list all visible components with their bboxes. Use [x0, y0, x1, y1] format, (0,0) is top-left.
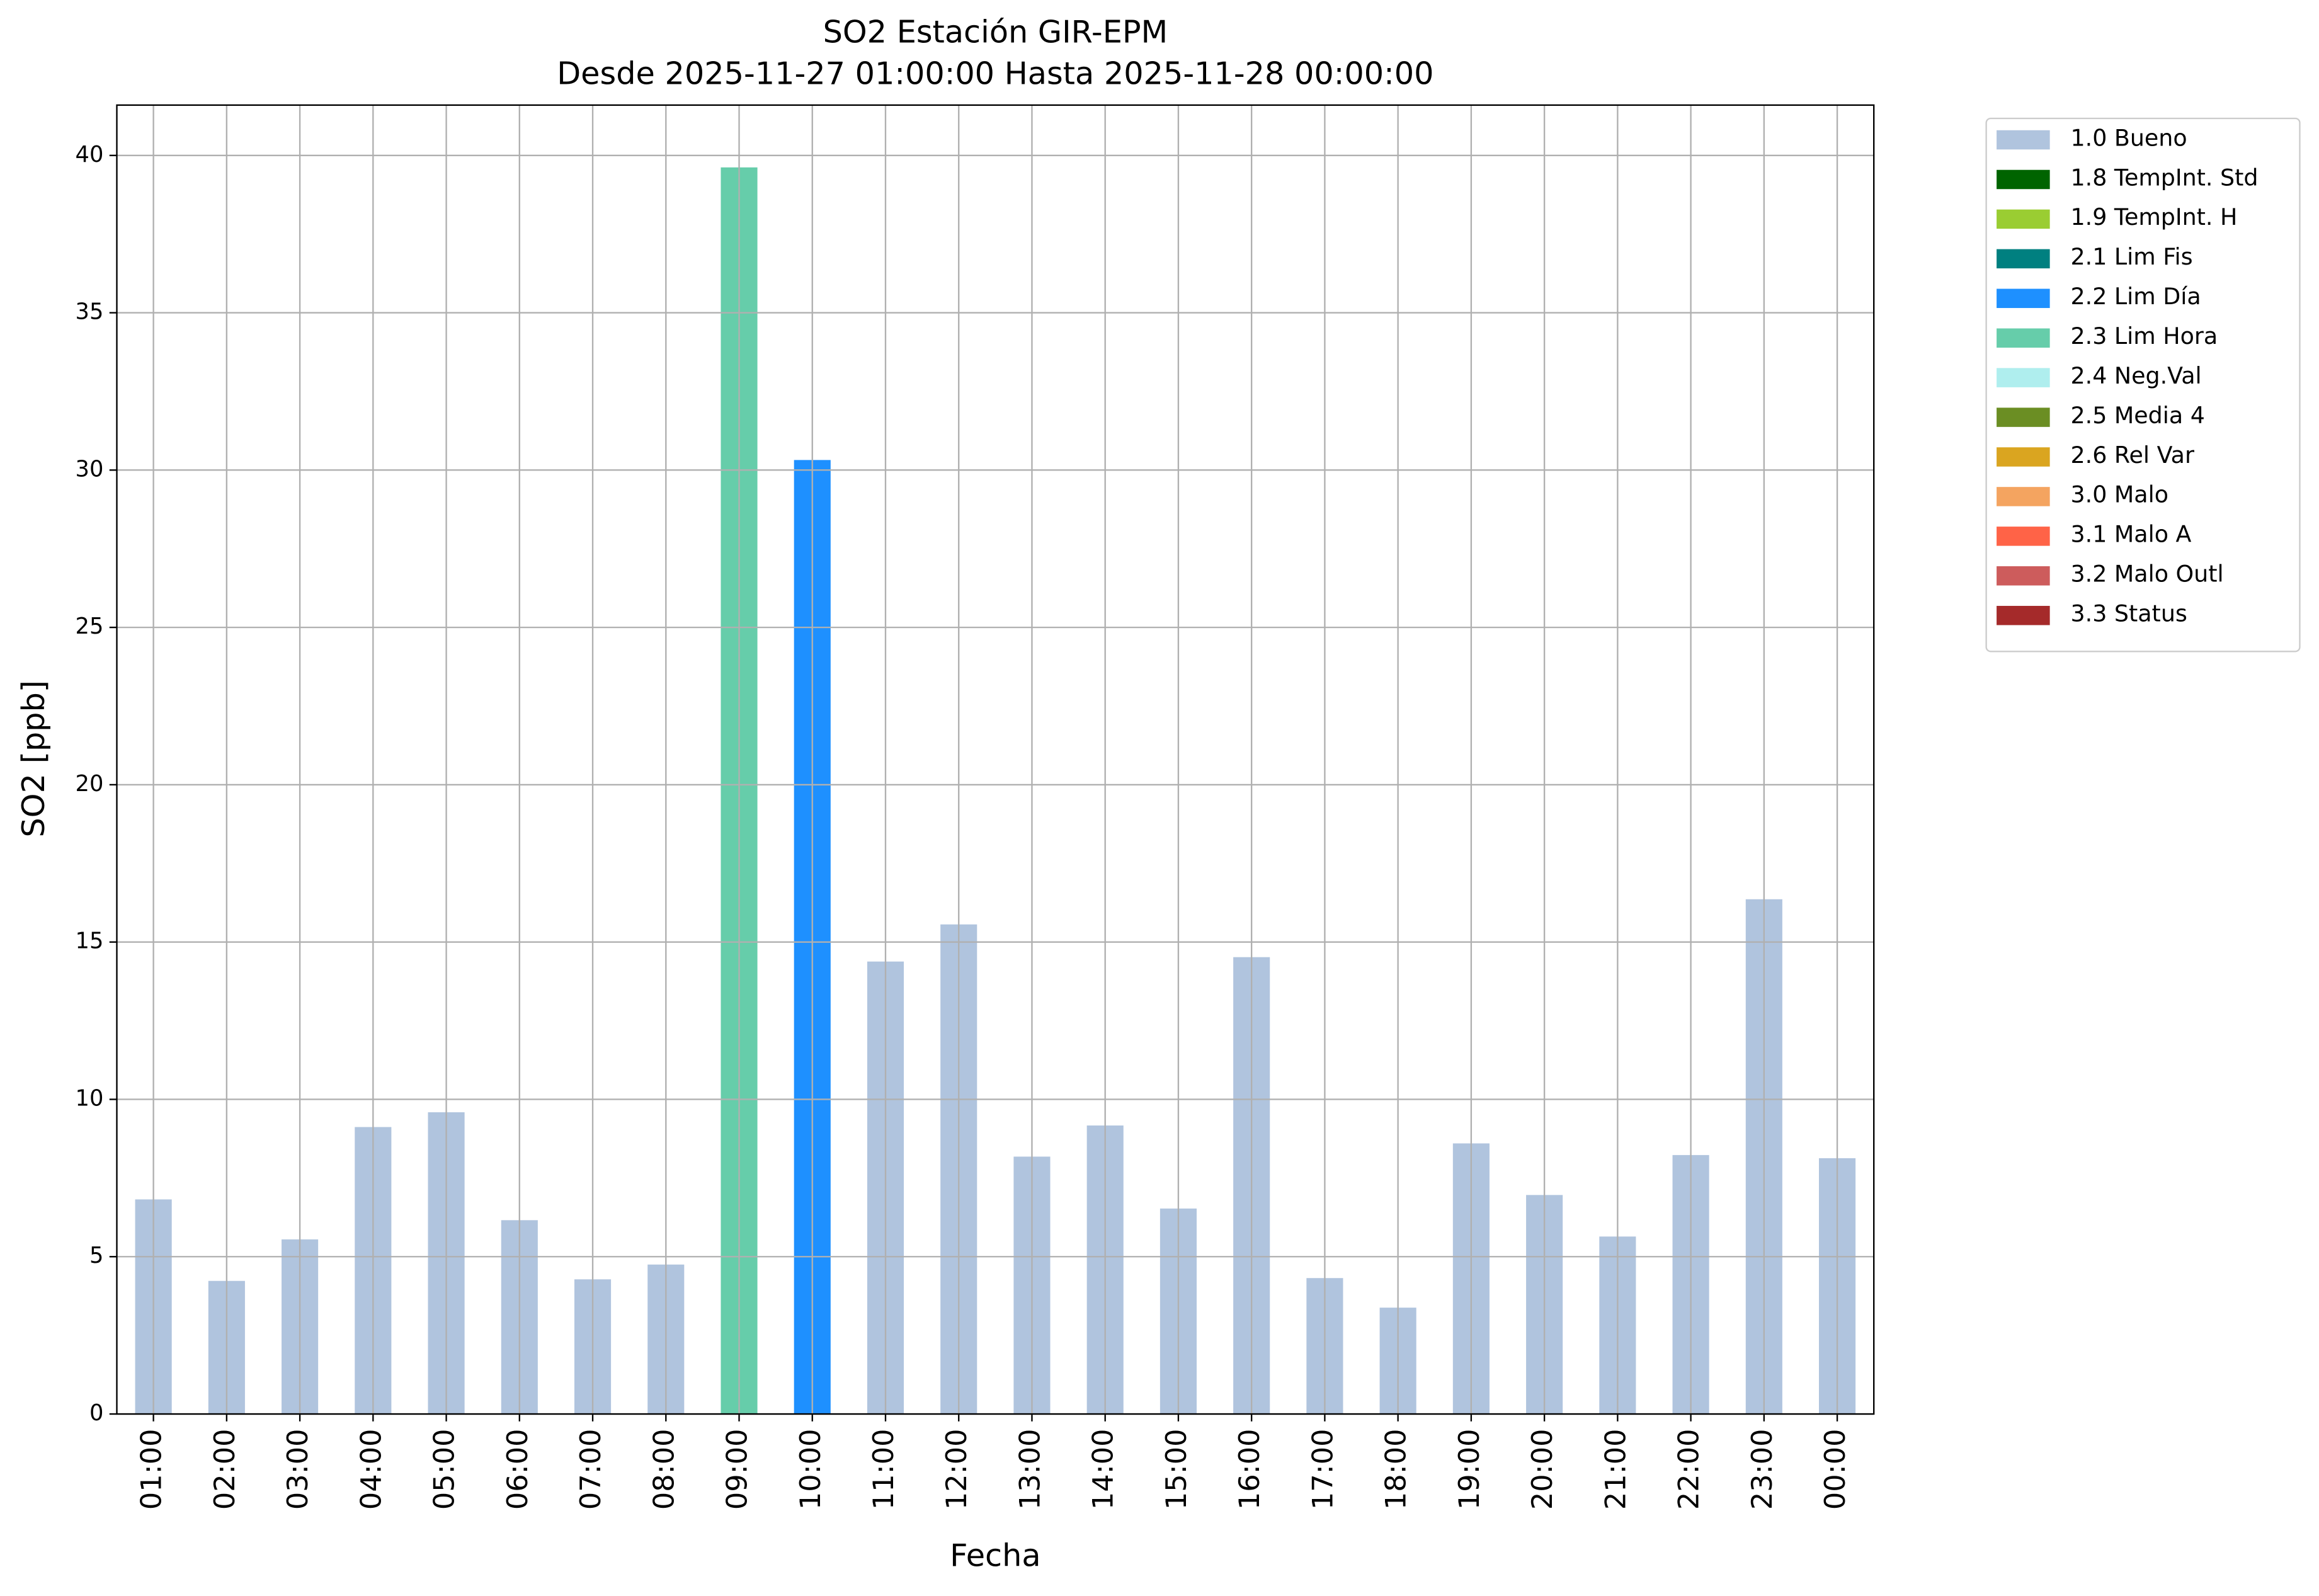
y-tick-label: 20 — [76, 771, 104, 797]
chart-title: SO2 Estación GIR-EPM — [823, 14, 1168, 50]
y-tick-label: 15 — [76, 928, 104, 954]
x-tick-label: 04:00 — [355, 1429, 387, 1510]
x-tick-label: 13:00 — [1013, 1429, 1046, 1510]
legend-label: 3.2 Malo Outl — [2071, 561, 2224, 588]
y-tick-label: 0 — [89, 1400, 103, 1426]
x-tick-label: 07:00 — [574, 1429, 607, 1510]
x-tick-label: 16:00 — [1233, 1429, 1266, 1510]
x-tick-label: 18:00 — [1380, 1429, 1413, 1510]
x-tick-label: 23:00 — [1746, 1429, 1779, 1510]
plot-frame — [116, 104, 1875, 1415]
x-tick-label: 10:00 — [794, 1429, 827, 1510]
x-tick-label: 06:00 — [501, 1429, 534, 1510]
y-tick-label: 10 — [76, 1085, 104, 1111]
legend-label: 1.0 Bueno — [2071, 124, 2187, 151]
x-tick-label: 11:00 — [867, 1429, 900, 1510]
y-tick-label: 40 — [76, 142, 104, 168]
chart-subtitle: Desde 2025-11-27 01:00:00 Hasta 2025-11-… — [557, 55, 1433, 91]
y-tick-label: 30 — [76, 456, 104, 482]
legend-swatch — [1997, 368, 2050, 387]
y-tick-label: 5 — [89, 1243, 103, 1268]
legend-swatch — [1997, 408, 2050, 427]
legend-label: 3.0 Malo — [2071, 481, 2168, 508]
legend-swatch — [1997, 249, 2050, 269]
legend-swatch — [1997, 288, 2050, 309]
legend-swatch — [1997, 605, 2050, 625]
legend-swatch — [1997, 487, 2050, 506]
x-tick-label: 00:00 — [1819, 1429, 1852, 1510]
legend-swatch — [1997, 328, 2050, 348]
x-tick-label: 14:00 — [1087, 1429, 1120, 1510]
y-tick-label: 25 — [76, 613, 104, 639]
legend-label: 1.9 TempInt. H — [2071, 203, 2238, 231]
legend-label: 1.8 TempInt. Std — [2071, 164, 2259, 191]
x-tick-label: 03:00 — [282, 1429, 314, 1510]
x-tick-label: 21:00 — [1599, 1429, 1632, 1510]
legend-swatch — [1997, 566, 2050, 586]
legend-label: 2.4 Neg.Val — [2071, 362, 2202, 389]
legend-swatch — [1997, 130, 2050, 150]
x-tick-label: 15:00 — [1160, 1429, 1193, 1510]
legend-label: 2.3 Lim Hora — [2071, 322, 2218, 350]
x-tick-label: 09:00 — [721, 1429, 754, 1510]
x-axis-label: Fecha — [950, 1537, 1041, 1573]
legend-label: 2.1 Lim Fis — [2071, 243, 2193, 270]
x-tick-label: 12:00 — [940, 1429, 973, 1510]
x-tick-label: 19:00 — [1453, 1429, 1486, 1510]
legend-label: 2.6 Rel Var — [2071, 442, 2194, 469]
legend-label: 3.3 Status — [2071, 600, 2187, 627]
x-tick-label: 05:00 — [428, 1429, 461, 1510]
x-tick-label: 22:00 — [1673, 1429, 1706, 1510]
legend-swatch — [1997, 209, 2050, 229]
plot-area: 01:00 02:00 03:00 04:00 05:00 06:00 07:00 08:00… — [76, 104, 1875, 1510]
y-tick-label: 35 — [76, 299, 104, 325]
legend: 1.0 Bueno 1.8 TempInt. Std 1.9 TempInt. H 2… — [1985, 117, 2301, 653]
legend-label: 2.5 Media 4 — [2071, 402, 2205, 429]
x-tick-label: 02:00 — [208, 1429, 241, 1510]
x-tick-label: 17:00 — [1306, 1429, 1339, 1510]
legend-swatch — [1997, 447, 2050, 467]
legend-label: 2.2 Lim Día — [2071, 283, 2201, 310]
x-tick-label: 08:00 — [647, 1429, 680, 1510]
legend-swatch — [1997, 169, 2050, 190]
legend-box — [1985, 117, 2301, 653]
x-tick-label: 20:00 — [1526, 1429, 1559, 1510]
x-tick-label: 01:00 — [135, 1429, 168, 1510]
y-axis-label: SO2 [ppb] — [15, 680, 52, 837]
legend-swatch — [1997, 527, 2050, 546]
legend-label: 3.1 Malo A — [2071, 521, 2192, 548]
